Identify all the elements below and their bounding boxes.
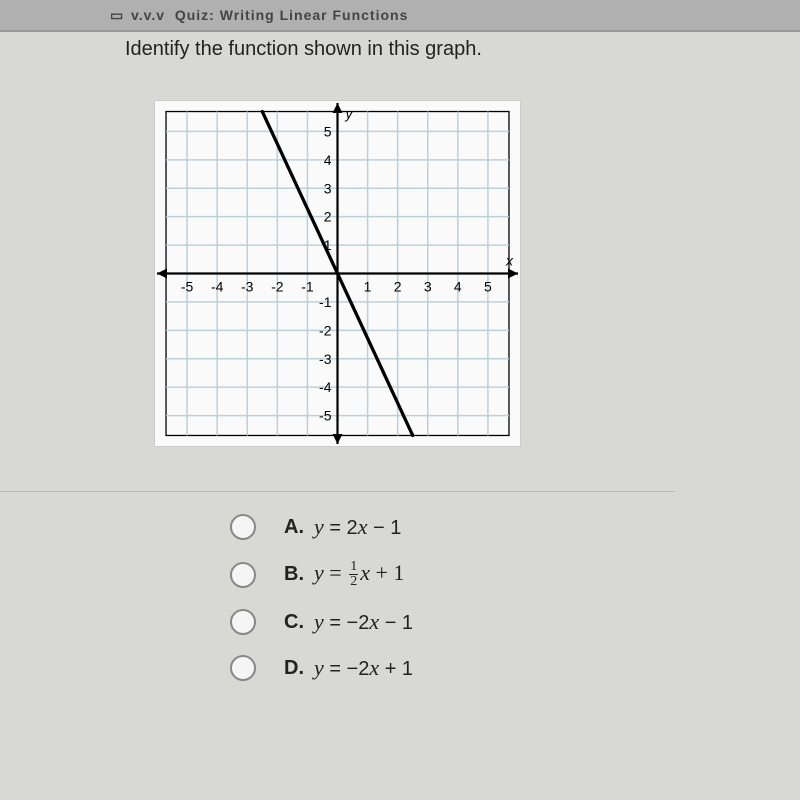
- answer-option[interactable]: C. y = −2x − 1: [230, 609, 800, 635]
- svg-text:-3: -3: [319, 351, 332, 367]
- svg-text:4: 4: [454, 279, 462, 295]
- svg-text:-5: -5: [319, 408, 332, 424]
- answer-option[interactable]: D. y = −2x + 1: [230, 655, 800, 681]
- svg-text:-1: -1: [301, 279, 314, 295]
- answer-option[interactable]: B. y = 12x + 1: [230, 560, 800, 589]
- title-bar: ▭ v.v.v Quiz: Writing Linear Functions: [0, 0, 800, 32]
- svg-text:-5: -5: [181, 279, 194, 295]
- option-equation: y = −2x + 1: [314, 655, 413, 681]
- svg-text:-2: -2: [271, 279, 284, 295]
- svg-text:-2: -2: [319, 322, 332, 338]
- option-letter: A.: [284, 516, 304, 539]
- radio-button[interactable]: [230, 609, 256, 635]
- answer-options: A. y = 2x − 1 B. y = 12x + 1 C. y = −2x − 1 D.…: [230, 514, 800, 681]
- option-equation: y = 2x − 1: [314, 514, 401, 540]
- svg-text:3: 3: [424, 279, 432, 295]
- svg-text:-3: -3: [241, 279, 254, 295]
- option-letter: C.: [284, 611, 304, 634]
- graph-container: -5-4-3-2-11234512345-1-2-3-4-5xy: [155, 101, 520, 446]
- svg-text:-4: -4: [319, 379, 332, 395]
- radio-button[interactable]: [230, 514, 256, 540]
- svg-text:x: x: [505, 253, 514, 269]
- svg-text:-1: -1: [319, 294, 332, 310]
- title-bar-text: ▭ v.v.v Quiz: Writing Linear Functions: [110, 7, 408, 24]
- svg-text:-4: -4: [211, 279, 224, 295]
- answer-option[interactable]: A. y = 2x − 1: [230, 514, 800, 540]
- option-equation: y = 12x + 1: [314, 560, 404, 589]
- coordinate-graph: -5-4-3-2-11234512345-1-2-3-4-5xy: [155, 101, 520, 446]
- svg-text:5: 5: [484, 279, 492, 295]
- svg-text:5: 5: [324, 123, 332, 139]
- option-letter: B.: [284, 563, 304, 586]
- option-letter: D.: [284, 657, 304, 680]
- option-equation: y = −2x − 1: [314, 609, 413, 635]
- svg-text:1: 1: [364, 279, 372, 295]
- radio-button[interactable]: [230, 655, 256, 681]
- question-prompt: Identify the function shown in this grap…: [0, 32, 800, 61]
- svg-text:2: 2: [324, 209, 332, 225]
- svg-text:2: 2: [394, 279, 402, 295]
- svg-text:4: 4: [324, 152, 332, 168]
- svg-text:y: y: [345, 105, 354, 121]
- svg-text:3: 3: [324, 180, 332, 196]
- divider-line: [0, 491, 675, 492]
- radio-button[interactable]: [230, 562, 256, 588]
